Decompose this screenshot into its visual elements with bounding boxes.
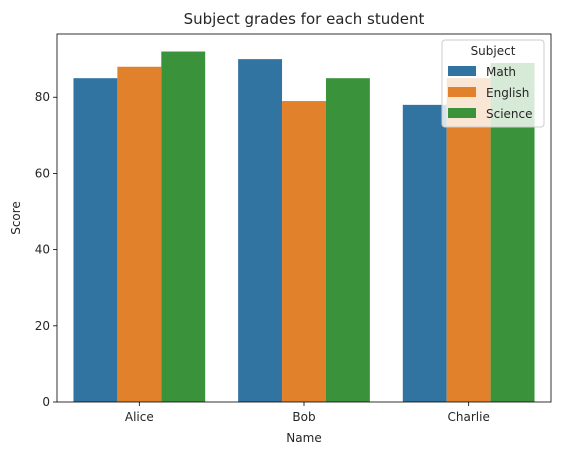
bar-english-bob — [282, 101, 326, 403]
bar-science-alice — [161, 51, 206, 403]
x-tick-label: Charlie — [448, 410, 490, 424]
legend-title: Subject — [471, 44, 516, 58]
plot-frame — [56, 33, 552, 403]
bar-english-alice — [117, 66, 162, 402]
x-axis: Alice Bob Charlie — [125, 402, 490, 424]
legend-box — [441, 39, 545, 128]
legend-label-english: English — [486, 86, 529, 100]
y-axis: 0 20 40 60 80 — [35, 90, 57, 409]
x-tick-label: Bob — [292, 410, 315, 424]
bar-science-bob — [325, 78, 370, 402]
legend-swatch-math — [448, 66, 476, 76]
y-tick-label: 60 — [35, 166, 50, 180]
legend-swatch-english — [448, 87, 476, 97]
legend-label-science: Science — [486, 107, 533, 121]
chart-title: Subject grades for each student — [184, 10, 425, 28]
legend-label-math: Math — [486, 65, 516, 79]
y-tick-label: 0 — [42, 395, 50, 409]
legend-swatch-science — [448, 108, 476, 118]
y-tick-label: 80 — [35, 90, 50, 104]
bar-group — [73, 51, 535, 403]
bar-math-alice — [73, 78, 118, 402]
y-tick-label: 20 — [35, 319, 50, 333]
x-axis-label: Name — [286, 431, 321, 445]
bar-english-charlie — [446, 78, 491, 402]
bar-math-bob — [238, 59, 283, 403]
bar-math-charlie — [402, 104, 447, 402]
y-tick-label: 40 — [35, 243, 50, 257]
legend: Subject Math English Science — [441, 39, 545, 128]
y-axis-label: Score — [9, 201, 23, 235]
x-tick-label: Alice — [125, 410, 154, 424]
